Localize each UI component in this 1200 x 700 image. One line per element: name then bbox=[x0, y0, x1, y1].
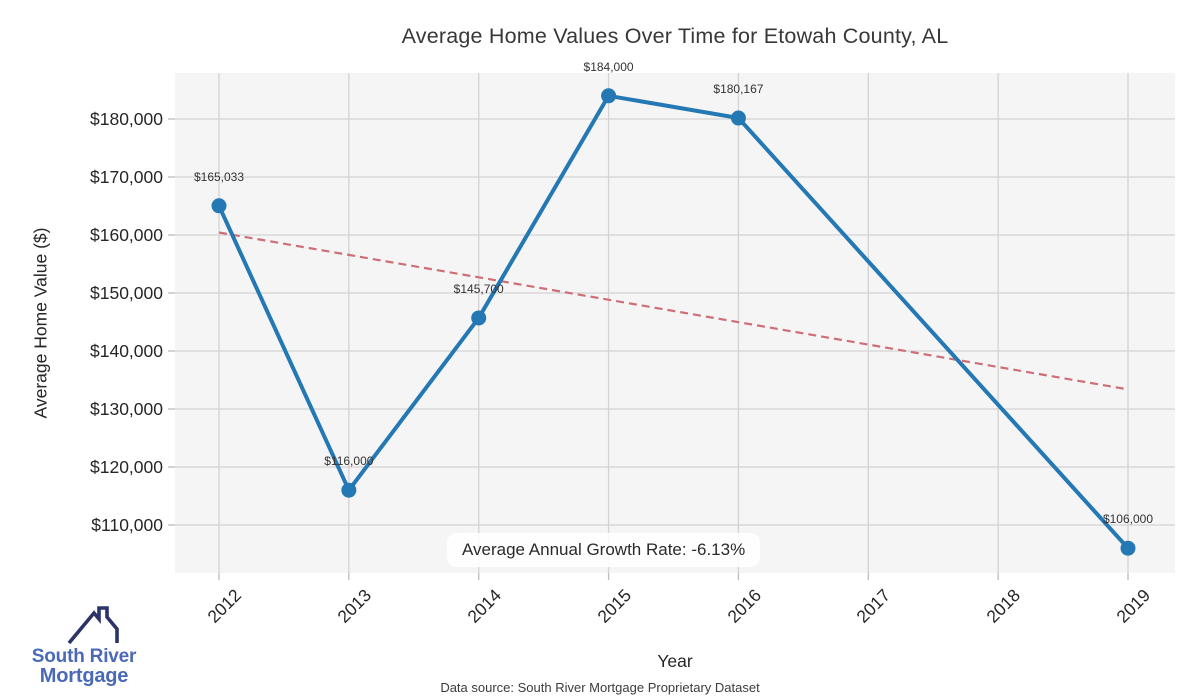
y-tick-label: $110,000 bbox=[91, 515, 163, 535]
data-point-value-label: $180,167 bbox=[713, 82, 764, 97]
plot-area bbox=[175, 73, 1175, 573]
logo-text-line2: Mortgage bbox=[39, 665, 129, 687]
trend-line bbox=[218, 231, 1129, 391]
y-tick-label: $120,000 bbox=[90, 457, 163, 477]
y-axis-label: Average Home Value ($) bbox=[30, 227, 51, 419]
y-tick-label: $160,000 bbox=[90, 225, 163, 245]
logo-text-line1: South River bbox=[31, 646, 137, 667]
x-axis-label: Year bbox=[657, 651, 693, 671]
y-tick-label: $130,000 bbox=[90, 399, 163, 419]
data-point-marker bbox=[601, 88, 617, 104]
data-point-marker bbox=[1120, 540, 1136, 556]
y-tick-label: $180,000 bbox=[90, 109, 163, 129]
data-point-value-label: $184,000 bbox=[583, 59, 634, 74]
growth-rate-annotation: Average Annual Growth Rate: -6.13% bbox=[447, 533, 761, 567]
data-point-value-label: $106,000 bbox=[1102, 512, 1154, 527]
data-point-marker bbox=[341, 482, 357, 498]
data-point-value-label: $145,700 bbox=[453, 281, 504, 296]
data-point-value-label: $116,000 bbox=[324, 454, 374, 469]
house-roof-icon bbox=[67, 606, 119, 645]
chart-title: Average Home Values Over Time for Etowah… bbox=[401, 24, 949, 48]
south-river-mortgage-logo: South River Mortgage bbox=[18, 604, 150, 686]
data-source-note: Data source: South River Mortgage Propri… bbox=[440, 680, 760, 695]
data-point-marker bbox=[471, 310, 487, 326]
data-point-marker bbox=[730, 110, 746, 126]
data-point-value-label: $165,033 bbox=[193, 169, 245, 184]
y-tick-label: $140,000 bbox=[90, 341, 163, 361]
home-value-series-line bbox=[217, 93, 1130, 551]
y-tick-label: $150,000 bbox=[90, 283, 163, 303]
data-point-marker bbox=[211, 198, 227, 214]
y-tick-label: $170,000 bbox=[90, 167, 163, 187]
